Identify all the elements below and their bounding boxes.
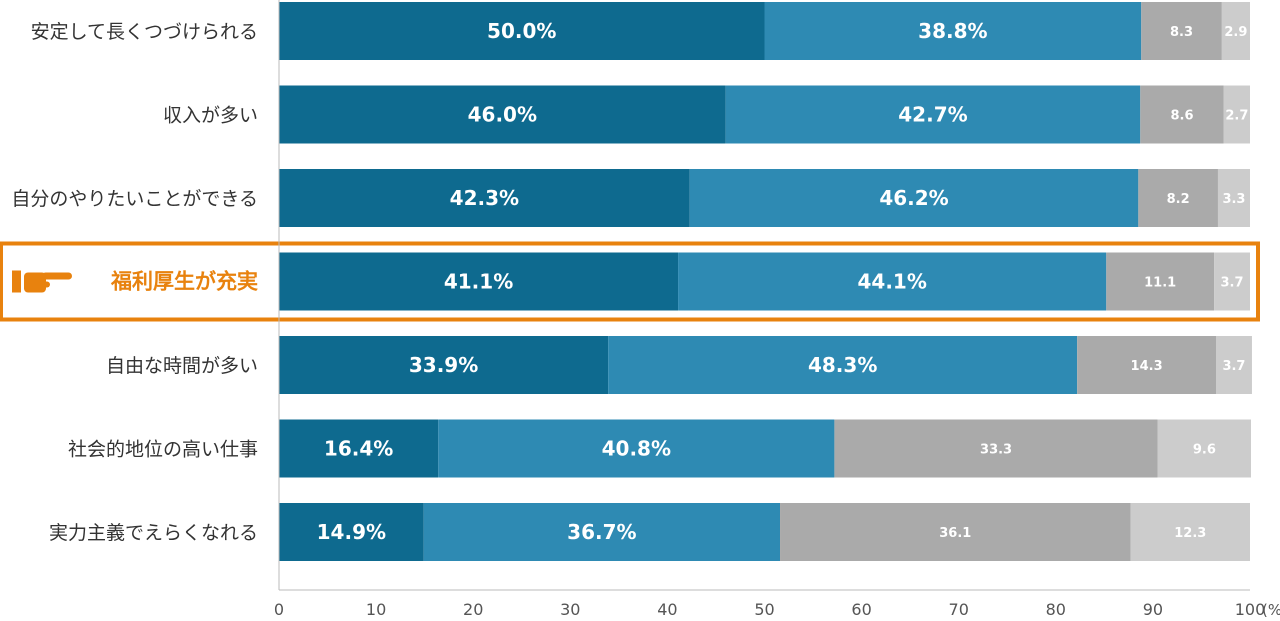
bar-segment-2: [438, 419, 835, 478]
category-label: 福利厚生が充実: [110, 270, 258, 294]
bar-segment-4: [1221, 2, 1250, 60]
x-tick-label: 70: [949, 600, 969, 619]
data-label: 38.8%: [918, 19, 987, 43]
data-label: 8.2: [1167, 192, 1190, 207]
data-label: 40.8%: [602, 437, 671, 461]
x-tick-label: 20: [463, 600, 483, 619]
bar-segment-3: [1106, 252, 1215, 311]
data-label: 14.3: [1131, 359, 1163, 374]
bar-segment-4: [1157, 419, 1251, 478]
data-label: 2.7: [1225, 109, 1248, 124]
data-label: 42.3%: [450, 186, 519, 210]
x-tick-label: 0: [274, 600, 284, 619]
x-tick-label: 90: [1143, 600, 1163, 619]
bar-segment-3: [834, 419, 1158, 478]
x-tick-label: 40: [657, 600, 677, 619]
bar-segment-1: [279, 336, 609, 394]
x-tick-label: 60: [851, 600, 871, 619]
pointing-hand-icon: [12, 270, 72, 293]
bar-segment-2: [725, 85, 1141, 144]
data-label: 42.7%: [898, 103, 967, 127]
bar-segment-4: [1216, 336, 1252, 394]
data-label: 33.3: [980, 443, 1012, 458]
data-label: 12.3: [1174, 526, 1206, 541]
highlight-frame: [0, 241, 1260, 322]
bar-segment-2: [423, 503, 781, 561]
x-tick-label: 30: [560, 600, 580, 619]
x-tick-label: 80: [1046, 600, 1066, 619]
data-label: 11.1: [1144, 276, 1176, 291]
bar-segment-2: [678, 252, 1107, 311]
bar-segment-2: [689, 169, 1139, 227]
bar-segment-1: [279, 85, 726, 144]
data-label: 14.9%: [317, 520, 386, 544]
bar-segment-1: [279, 419, 439, 478]
bar-segment-1: [279, 252, 679, 311]
bar-segment-1: [279, 2, 765, 60]
bar-segment-3: [1140, 85, 1224, 144]
category-label: 実力主義でえらくなれる: [49, 522, 258, 544]
data-label: 8.3: [1170, 25, 1193, 40]
bar-segment-4: [1223, 85, 1250, 144]
data-label: 3.3: [1222, 192, 1245, 207]
category-label: 収入が多い: [163, 105, 258, 127]
data-label: 2.9: [1224, 25, 1247, 40]
data-label: 9.6: [1193, 443, 1216, 458]
data-label: 41.1%: [444, 270, 513, 294]
data-label: 16.4%: [324, 437, 393, 461]
data-label: 8.6: [1171, 109, 1194, 124]
data-label: 48.3%: [808, 353, 877, 377]
category-label: 安定して長くつづけられる: [31, 21, 258, 43]
bar-segment-3: [1141, 2, 1222, 60]
data-label: 50.0%: [487, 19, 556, 43]
data-label: 3.7: [1221, 276, 1244, 291]
data-label: 46.2%: [879, 186, 948, 210]
data-label: 46.0%: [468, 103, 537, 127]
x-unit-label: (%): [1262, 601, 1280, 619]
data-label: 36.1: [939, 526, 971, 541]
data-label: 36.7%: [567, 520, 636, 544]
bar-segment-3: [780, 503, 1131, 561]
x-tick-label: 50: [754, 600, 774, 619]
bar-segment-3: [1077, 336, 1217, 394]
data-label: 33.9%: [409, 353, 478, 377]
bar-segment-4: [1130, 503, 1250, 561]
bar-segment-4: [1217, 169, 1250, 227]
bar-segment-1: [279, 169, 690, 227]
data-label: 44.1%: [857, 270, 926, 294]
category-label: 社会的地位の高い仕事: [68, 439, 258, 461]
x-tick-label: 100: [1235, 600, 1266, 619]
bar-segment-3: [1138, 169, 1218, 227]
data-label: 3.7: [1222, 359, 1245, 374]
x-tick-label: 10: [366, 600, 386, 619]
bar-segment-1: [279, 503, 424, 561]
category-label: 自由な時間が多い: [106, 355, 258, 377]
category-label: 自分のやりたいことができる: [11, 188, 258, 210]
bar-segment-4: [1214, 252, 1250, 311]
bar-segment-2: [764, 2, 1142, 60]
bar-segment-2: [608, 336, 1078, 394]
